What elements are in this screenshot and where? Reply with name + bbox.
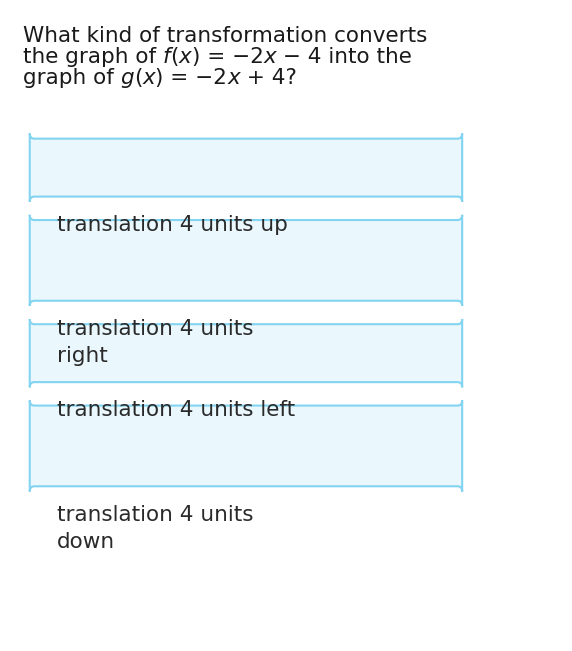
Text: x: x: [264, 47, 276, 67]
Text: graph of: graph of: [23, 68, 121, 88]
Text: ) = −2: ) = −2: [156, 68, 227, 88]
Text: g: g: [121, 68, 134, 88]
FancyBboxPatch shape: [30, 400, 462, 492]
Text: What kind of transformation converts: What kind of transformation converts: [23, 26, 427, 46]
Text: x: x: [227, 68, 240, 88]
Text: + 4?: + 4?: [240, 68, 297, 88]
Text: f: f: [163, 47, 170, 67]
Text: x: x: [179, 47, 192, 67]
Text: x: x: [142, 68, 156, 88]
Text: (: (: [134, 68, 142, 88]
Text: − 4 into the: − 4 into the: [276, 47, 412, 67]
FancyBboxPatch shape: [30, 133, 462, 202]
Text: translation 4 units left: translation 4 units left: [57, 400, 295, 421]
Text: translation 4 units up: translation 4 units up: [57, 215, 288, 235]
Text: (: (: [170, 47, 179, 67]
FancyBboxPatch shape: [30, 319, 462, 387]
Text: ) = −2: ) = −2: [192, 47, 264, 67]
Text: the graph of: the graph of: [23, 47, 163, 67]
FancyBboxPatch shape: [30, 215, 462, 306]
Text: translation 4 units
down: translation 4 units down: [57, 505, 254, 552]
Text: translation 4 units
right: translation 4 units right: [57, 319, 254, 367]
